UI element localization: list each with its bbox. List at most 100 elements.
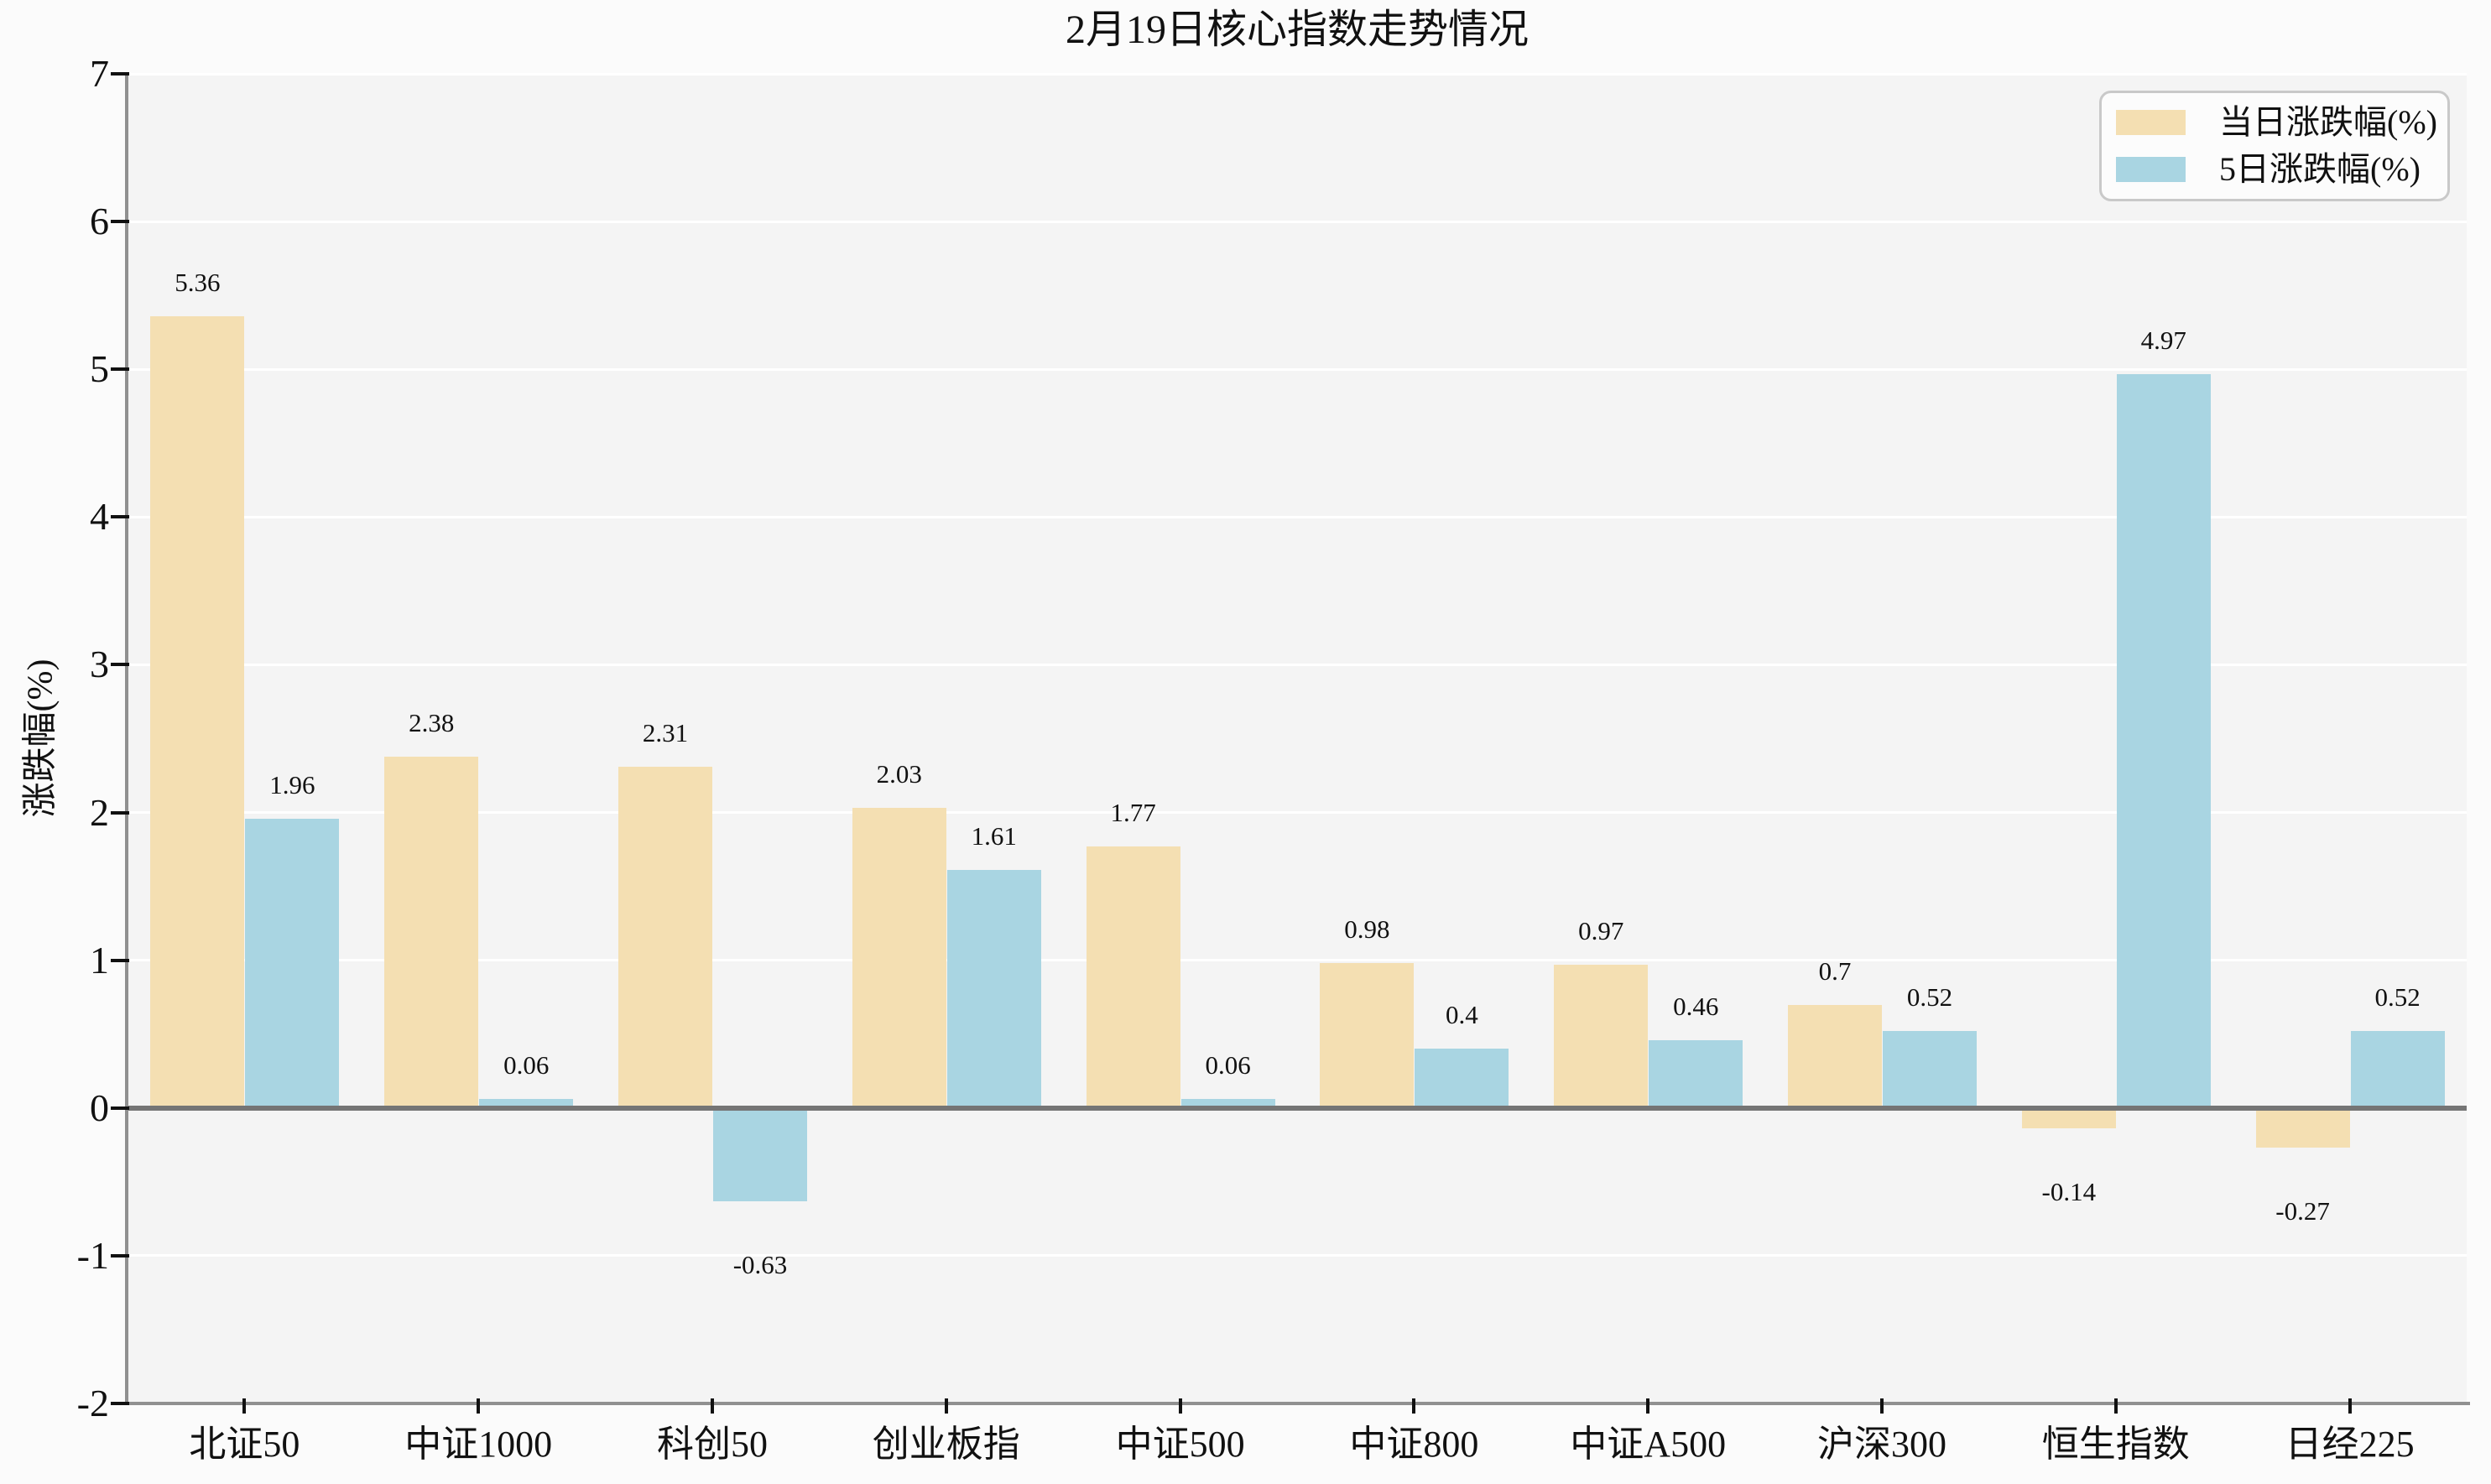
- bar-five_day-创业板指: [946, 870, 1041, 1108]
- x-tick-恒生指数: [2113, 1398, 2118, 1414]
- x-tick-label-北证50: 北证50: [189, 1424, 300, 1465]
- x-tick-label-中证1000: 中证1000: [404, 1424, 553, 1465]
- x-tick-label-日经225: 日经225: [2285, 1424, 2415, 1465]
- bar-daily-恒生指数: [2021, 1107, 2116, 1129]
- bar-value-label-daily-科创50: 2.31: [642, 717, 689, 747]
- y-tick-label-7: 7: [90, 52, 109, 95]
- x-tick-科创50: [711, 1398, 714, 1414]
- y-tick-1: [111, 958, 129, 962]
- bar-value-label-daily-创业板指: 2.03: [876, 759, 922, 789]
- bar-five_day-中证800: [1415, 1049, 1509, 1108]
- x-axis-spine: [125, 1402, 2470, 1405]
- x-tick-label-沪深300: 沪深300: [1817, 1424, 1946, 1465]
- y-tick-4: [111, 515, 129, 519]
- gridline-y3: [128, 663, 2467, 666]
- bar-daily-日经225: [2255, 1107, 2350, 1148]
- bar-daily-北证50: [150, 315, 245, 1108]
- bar-daily-科创50: [618, 766, 712, 1108]
- x-tick-北证50: [242, 1398, 247, 1414]
- y-tick-6: [111, 220, 129, 224]
- y-tick-label-3: 3: [90, 643, 109, 686]
- bar-value-label-daily-中证500: 1.77: [1110, 798, 1156, 828]
- y-tick--2: [111, 1402, 129, 1405]
- y-tick-label--2: -2: [76, 1382, 109, 1424]
- bar-value-label-five_day-北证50: 1.96: [269, 769, 315, 799]
- y-axis-spine: [125, 74, 128, 1405]
- gridline-y-1: [128, 1254, 2467, 1257]
- bar-five_day-中证A500: [1649, 1039, 1743, 1108]
- bar-value-label-five_day-中证800: 0.4: [1446, 1000, 1478, 1030]
- bar-value-label-daily-中证800: 0.98: [1344, 914, 1390, 945]
- y-tick-label-1: 1: [90, 938, 109, 982]
- legend-item-daily: 当日涨跌幅(%): [2116, 106, 2447, 139]
- bar-value-label-daily-中证1000: 2.38: [409, 707, 455, 737]
- x-tick-沪深300: [1880, 1398, 1884, 1414]
- bar-daily-沪深300: [1788, 1004, 1882, 1108]
- bar-five_day-中证500: [1180, 1099, 1275, 1108]
- x-tick-中证A500: [1646, 1398, 1650, 1414]
- bar-value-label-daily-日经225: -0.27: [2275, 1196, 2330, 1226]
- y-tick-label-2: 2: [90, 790, 109, 834]
- x-tick-中证500: [1178, 1398, 1182, 1414]
- bar-five_day-中证1000: [479, 1099, 574, 1108]
- bar-five_day-恒生指数: [2116, 373, 2211, 1108]
- bar-value-label-five_day-恒生指数: 4.97: [2140, 325, 2186, 355]
- legend-swatch-daily: [2116, 110, 2186, 136]
- y-tick-label-6: 6: [90, 200, 109, 243]
- y-tick-label--1: -1: [76, 1233, 109, 1277]
- legend-label-daily: 当日涨跌幅(%): [2219, 103, 2437, 142]
- bar-value-label-five_day-中证500: 0.06: [1205, 1050, 1251, 1080]
- gridline-y5: [128, 367, 2467, 371]
- y-tick-label-4: 4: [90, 495, 109, 539]
- y-tick-3: [111, 663, 129, 667]
- bar-value-label-five_day-中证A500: 0.46: [1673, 991, 1719, 1021]
- x-tick-label-科创50: 科创50: [657, 1424, 768, 1465]
- bar-five_day-北证50: [245, 818, 340, 1108]
- gridline-y6: [128, 220, 2467, 223]
- x-tick-label-创业板指: 创业板指: [872, 1424, 1020, 1465]
- x-tick-日经225: [2348, 1398, 2352, 1414]
- x-tick-中证800: [1412, 1398, 1416, 1414]
- gridline-y4: [128, 515, 2467, 518]
- bar-five_day-科创50: [713, 1107, 807, 1201]
- bar-daily-中证A500: [1554, 964, 1649, 1108]
- y-tick-5: [111, 367, 129, 372]
- y-tick-label-5: 5: [90, 347, 109, 391]
- y-tick--1: [111, 1253, 129, 1257]
- bar-value-label-five_day-创业板指: 1.61: [971, 821, 1017, 851]
- legend-swatch-five-day: [2116, 156, 2186, 182]
- zero-baseline: [128, 1105, 2467, 1111]
- x-tick-label-恒生指数: 恒生指数: [2041, 1424, 2190, 1465]
- legend: 当日涨跌幅(%) 5日涨跌幅(%): [2099, 91, 2450, 201]
- gridline-y7: [128, 72, 2467, 76]
- bar-value-label-daily-沪深300: 0.7: [1818, 955, 1852, 986]
- y-tick-7: [111, 72, 129, 76]
- legend-label-five-day: 5日涨跌幅(%): [2219, 149, 2421, 188]
- bar-five_day-日经225: [2350, 1031, 2445, 1108]
- bar-value-label-five_day-沪深300: 0.52: [1906, 982, 1953, 1013]
- gridline-y1: [128, 959, 2467, 962]
- bar-daily-中证1000: [384, 756, 479, 1108]
- bar-value-label-five_day-中证1000: 0.06: [503, 1050, 550, 1080]
- bar-daily-创业板指: [852, 808, 946, 1108]
- bar-value-label-five_day-日经225: 0.52: [2374, 982, 2421, 1013]
- x-tick-label-中证A500: 中证A500: [1570, 1424, 1727, 1465]
- bar-value-label-daily-恒生指数: -0.14: [2041, 1177, 2097, 1207]
- y-tick-label-0: 0: [90, 1086, 109, 1129]
- y-tick-2: [111, 810, 129, 815]
- bar-value-label-daily-中证A500: 0.97: [1578, 915, 1624, 945]
- gridline-y2: [128, 811, 2467, 815]
- bar-value-label-daily-北证50: 5.36: [175, 267, 221, 297]
- bar-five_day-沪深300: [1883, 1031, 1977, 1108]
- bar-daily-中证800: [1320, 963, 1415, 1108]
- chart-title: 2月19日核心指数走势情况: [1065, 8, 1529, 52]
- x-tick-label-中证500: 中证500: [1115, 1424, 1245, 1465]
- y-tick-0: [111, 1106, 129, 1110]
- plot-area: 5.36 2.38 2.31 2.03 1.77 0.98 0.97 0.7 -0.14 -0.2…: [128, 72, 2467, 1403]
- x-tick-创业板指: [944, 1398, 948, 1414]
- x-tick-中证1000: [477, 1398, 481, 1414]
- x-tick-label-中证800: 中证800: [1349, 1424, 1479, 1465]
- legend-item-five-day: 5日涨跌幅(%): [2116, 149, 2447, 188]
- bar-value-label-five_day-科创50: -0.63: [732, 1249, 788, 1279]
